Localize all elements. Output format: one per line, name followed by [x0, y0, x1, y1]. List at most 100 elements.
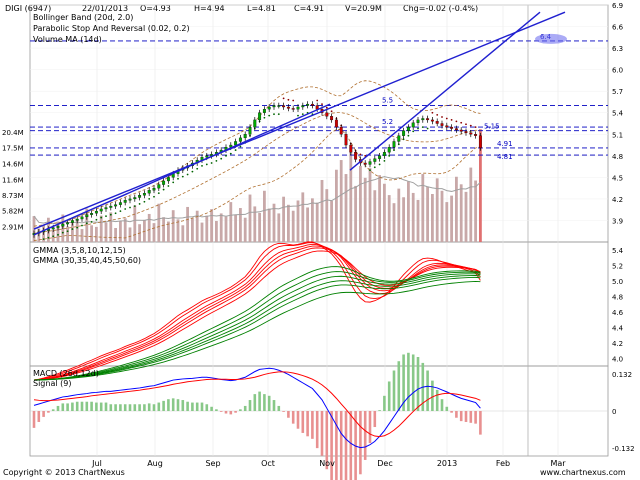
candle-body	[387, 147, 391, 153]
sar-dot	[114, 212, 117, 215]
macd-histogram-bar	[392, 370, 396, 411]
volume-bar	[162, 217, 165, 242]
sar-dot	[119, 210, 122, 213]
volume-bar	[320, 179, 324, 242]
volume-bar	[200, 222, 204, 242]
candle-body	[70, 220, 74, 223]
candle-body	[421, 118, 425, 121]
volume-bar	[191, 218, 194, 242]
volume-bar	[277, 213, 281, 242]
candle-body	[166, 177, 170, 182]
quote-volume: V=20.9M	[345, 4, 382, 13]
macd-histogram-bar	[416, 357, 420, 411]
candle-body	[416, 119, 420, 123]
macd-histogram-bar	[344, 411, 348, 480]
volume-bar	[229, 202, 233, 242]
gmma-tick-label: 4.8	[612, 293, 623, 301]
gmma-tick-label: 4.4	[612, 324, 624, 332]
volume-bar	[267, 208, 271, 242]
legend-gmma-short: GMMA (3,5,8,10,12,15)	[33, 246, 126, 255]
candle-body	[109, 205, 113, 208]
sar-dot	[42, 238, 45, 241]
bollinger-middle	[33, 112, 481, 234]
gmma-long-line	[33, 275, 481, 381]
sar-dot	[81, 224, 83, 227]
macd-histogram-bar	[32, 411, 36, 428]
macd-histogram-bar	[143, 404, 146, 411]
sar-dot	[369, 169, 371, 172]
macd-histogram-bar	[325, 411, 329, 470]
macd-histogram-bar	[354, 411, 357, 480]
legend-signal: Signal (9)	[33, 379, 71, 388]
sar-dot	[210, 162, 213, 164]
volume-tick-label: 8.73M	[2, 192, 24, 200]
macd-histogram-bar	[435, 389, 439, 411]
macd-histogram-bar	[469, 411, 473, 423]
sar-dot	[426, 127, 429, 130]
level-label: 5.5	[382, 97, 393, 105]
volume-tick-label: 11.6M	[2, 176, 24, 184]
candle-body	[133, 197, 137, 200]
volume-bar	[368, 168, 372, 242]
volume-bar	[359, 165, 362, 242]
candle-body	[61, 223, 65, 227]
volume-bar	[378, 175, 381, 242]
sar-dot	[445, 117, 448, 120]
macd-histogram-bar	[263, 394, 266, 411]
macd-histogram-bar	[359, 411, 362, 475]
sar-dot	[287, 98, 290, 101]
sar-dot	[196, 167, 199, 170]
sar-dot	[143, 200, 146, 203]
volume-bar	[411, 192, 415, 242]
volume-bar	[258, 212, 261, 242]
volume-bar	[85, 208, 89, 242]
candle-body	[344, 134, 348, 146]
candle-body	[267, 106, 271, 110]
volume-bar	[243, 217, 247, 242]
sar-dot	[277, 113, 280, 116]
candle-body	[114, 204, 118, 207]
bollinger-lower	[33, 129, 481, 241]
target-highlight	[535, 33, 567, 44]
sar-dot	[138, 203, 141, 205]
sar-dot	[268, 114, 271, 117]
macd-histogram-bar	[306, 411, 309, 437]
macd-histogram-bar	[61, 403, 65, 411]
macd-histogram-bar	[191, 402, 194, 411]
sar-dot	[407, 134, 410, 137]
sar-dot	[239, 145, 242, 148]
candle-body	[243, 134, 247, 139]
price-tick-label: 5.4	[612, 110, 624, 118]
website-link[interactable]: www.chartnexus.com	[540, 468, 626, 477]
candle-body	[85, 214, 89, 218]
macd-histogram-bar	[229, 411, 233, 415]
candle-body	[435, 121, 439, 124]
quote-date: 22/01/2013	[82, 4, 128, 13]
volume-bar	[147, 213, 151, 242]
volume-bar	[421, 174, 425, 242]
price-tick-label: 4.8	[612, 153, 623, 161]
price-tick-label: 4.2	[612, 196, 623, 204]
macd-histogram-bar	[445, 406, 449, 411]
macd-histogram-bar	[253, 394, 257, 411]
sar-dot	[66, 230, 69, 233]
sar-dot	[181, 175, 184, 178]
candle-body	[397, 135, 401, 142]
sar-dot	[321, 103, 323, 106]
candle-body	[330, 116, 334, 121]
sar-dot	[292, 99, 295, 102]
legend-volume-ma: Volume MA (14d)	[33, 35, 102, 44]
sar-dot	[90, 220, 93, 223]
sar-dot	[148, 198, 151, 200]
candle-body	[363, 162, 367, 165]
volume-bar	[167, 221, 170, 242]
macd-histogram-bar	[479, 411, 482, 435]
volume-bar	[315, 202, 319, 242]
sar-dot	[436, 113, 439, 116]
macd-histogram-bar	[162, 400, 165, 411]
volume-bars	[32, 129, 482, 242]
macd-histogram-bar	[90, 401, 93, 411]
volume-bar	[431, 194, 434, 242]
macd-histogram-bar	[56, 405, 60, 411]
volume-bar	[330, 201, 333, 242]
